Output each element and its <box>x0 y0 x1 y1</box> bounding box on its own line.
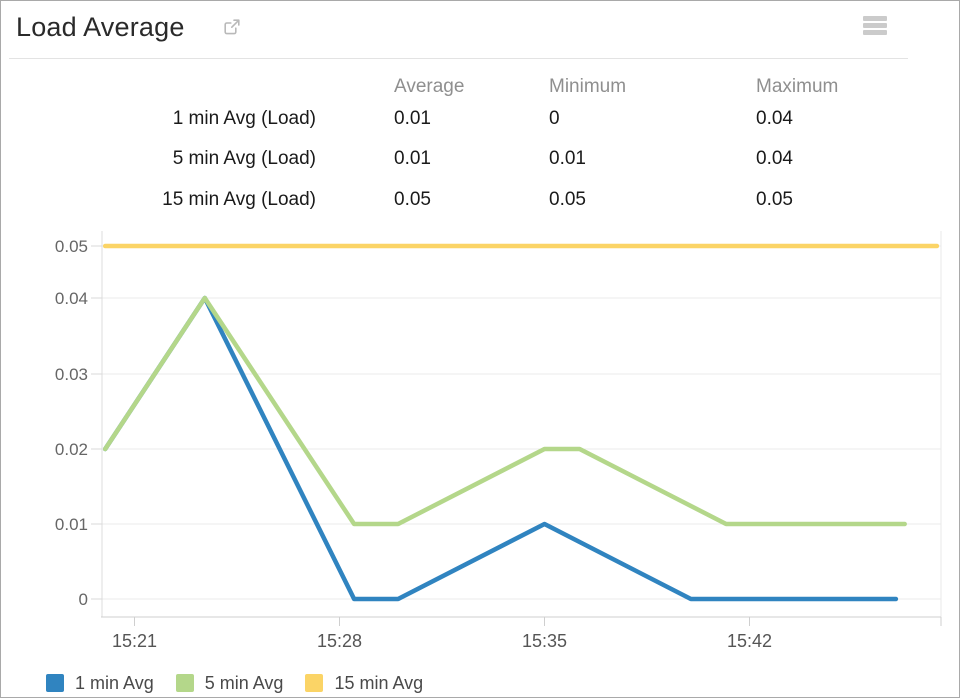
table-row: 5 min Avg (Load) 0.01 0.01 0.04 <box>1 147 960 171</box>
x-tick-label: 15:21 <box>112 631 157 651</box>
table-row: 15 min Avg (Load) 0.05 0.05 0.05 <box>1 188 960 212</box>
open-in-new-icon[interactable] <box>222 17 242 37</box>
series-line-5-min-avg <box>102 295 907 527</box>
x-tick-label: 15:28 <box>317 631 362 651</box>
cell-maximum: 0.04 <box>756 108 793 129</box>
x-tick-label: 15:35 <box>522 631 567 651</box>
cell-maximum: 0.04 <box>756 148 793 169</box>
column-header-minimum: Minimum <box>549 76 627 97</box>
cell-average: 0.05 <box>394 189 431 210</box>
cell-average: 0.01 <box>394 108 431 129</box>
x-tick-label: 15:42 <box>727 631 772 651</box>
cell-minimum: 0 <box>549 108 560 129</box>
legend-swatch-5-min-avg <box>175 674 194 692</box>
legend-item-15-min-avg[interactable]: 15 min Avg <box>305 673 423 693</box>
table-row: 1 min Avg (Load) 0.01 0 0.04 <box>1 107 960 131</box>
y-tick-label: 0.05 <box>55 237 88 256</box>
y-tick-label: 0.04 <box>55 289 88 308</box>
page-title: Load Average <box>16 12 185 42</box>
cell-minimum: 0.01 <box>549 148 586 169</box>
header-divider <box>9 58 908 59</box>
cell-average: 0.01 <box>394 148 431 169</box>
legend-swatch-1-min-avg <box>46 674 64 692</box>
row-label: 5 min Avg (Load) <box>172 148 316 169</box>
y-tick-label: 0.03 <box>55 365 88 384</box>
cell-minimum: 0.05 <box>549 189 586 210</box>
y-tick-label: 0.01 <box>55 515 88 534</box>
legend-label: 1 min Avg <box>75 673 154 693</box>
load-chart-svg[interactable]: 0.05 0.04 0.03 0.02 0.01 0 15:21 15:28 15:35 15:4… <box>1 1 960 661</box>
row-label: 1 min Avg (Load) <box>172 108 316 129</box>
legend-swatch-15-min-avg <box>305 674 324 692</box>
stats-table-header: Average Minimum Maximum <box>1 75 960 99</box>
y-tick-label: 0.02 <box>55 440 88 459</box>
menu-icon[interactable] <box>863 16 887 36</box>
legend-label: 15 min Avg <box>334 673 424 693</box>
row-label: 15 min Avg (Load) <box>162 189 316 210</box>
column-header-average: Average <box>394 76 465 97</box>
legend-label: 5 min Avg <box>204 673 284 693</box>
legend-item-5-min-avg[interactable]: 5 min Avg <box>175 673 284 693</box>
cell-maximum: 0.05 <box>756 189 793 210</box>
chart-legend: 1 min Avg 5 min Avg 15 min Avg <box>46 673 423 693</box>
y-tick-label: 0 <box>79 590 88 609</box>
column-header-maximum: Maximum <box>756 76 839 97</box>
legend-item-1-min-avg[interactable]: 1 min Avg <box>46 673 154 693</box>
